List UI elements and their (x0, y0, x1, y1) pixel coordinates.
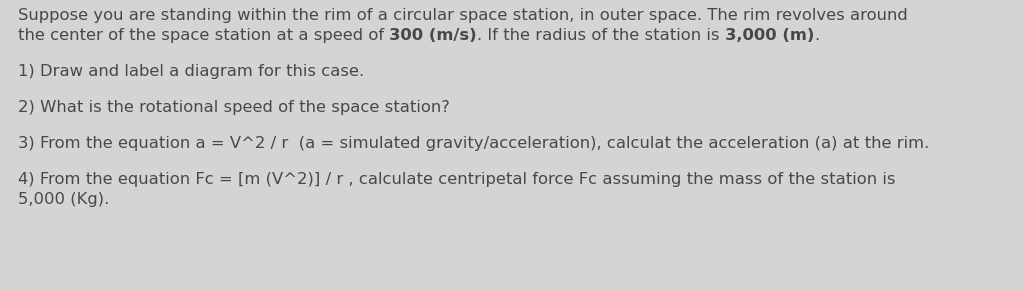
Text: 3) From the equation a = V^2 / r  (a = simulated gravity/acceleration), calculat: 3) From the equation a = V^2 / r (a = si… (18, 136, 929, 151)
Text: .: . (814, 28, 819, 43)
Text: 1) Draw and label a diagram for this case.: 1) Draw and label a diagram for this cas… (18, 64, 365, 79)
Text: . If the radius of the station is: . If the radius of the station is (477, 28, 725, 43)
Text: 3,000 (m): 3,000 (m) (725, 28, 814, 43)
Text: 2) What is the rotational speed of the space station?: 2) What is the rotational speed of the s… (18, 100, 450, 115)
Text: the center of the space station at a speed of: the center of the space station at a spe… (18, 28, 389, 43)
Text: 4) From the equation Fc = [m (V^2)] / r , calculate centripetal force Fc assumin: 4) From the equation Fc = [m (V^2)] / r … (18, 172, 896, 187)
Text: 5,000 (Kg).: 5,000 (Kg). (18, 192, 110, 207)
Text: Suppose you are standing within the rim of a circular space station, in outer sp: Suppose you are standing within the rim … (18, 8, 907, 23)
Text: 300 (m/s): 300 (m/s) (389, 28, 477, 43)
